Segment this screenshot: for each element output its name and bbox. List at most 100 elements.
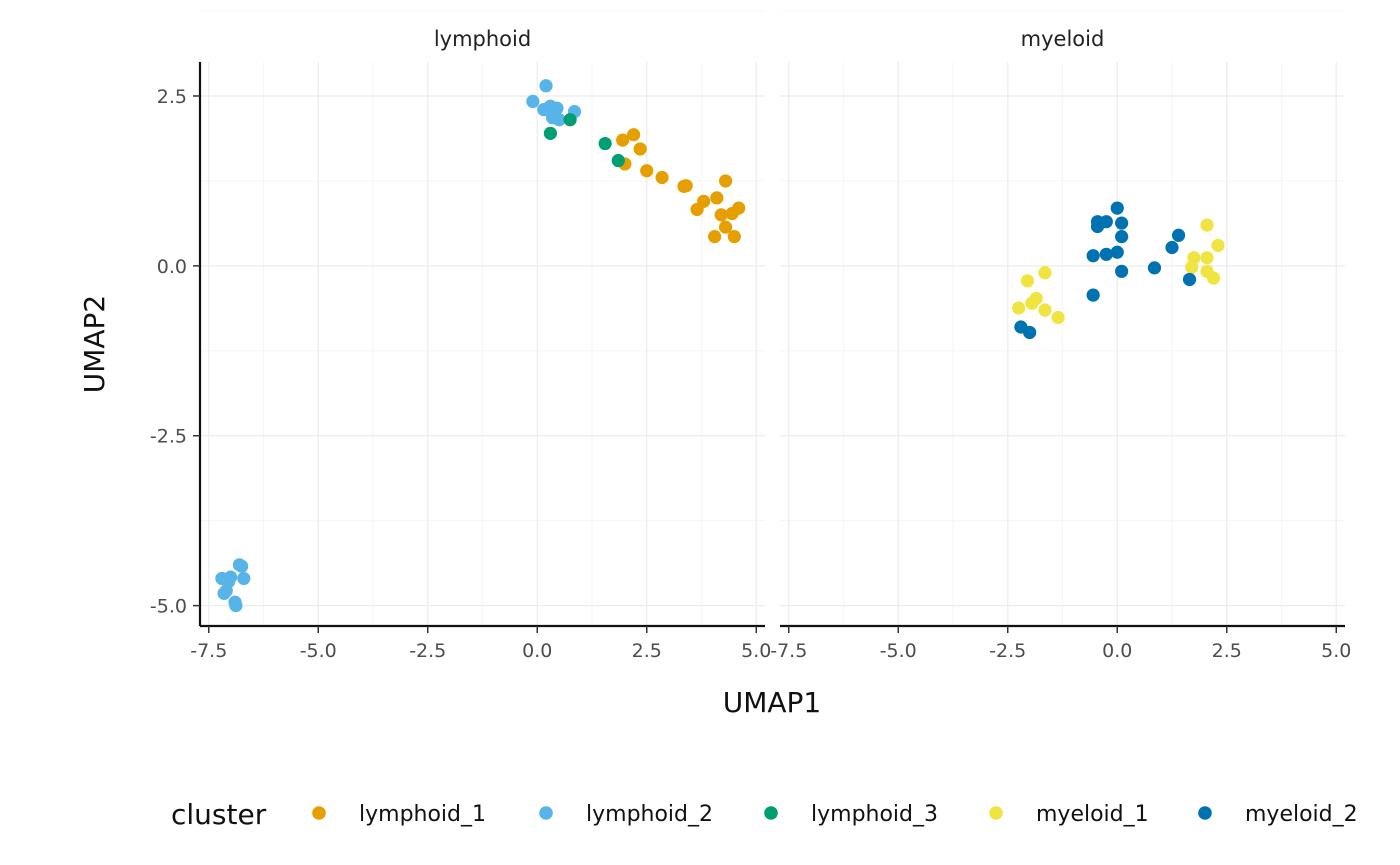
x-axis-tick-label: 0.0 — [522, 640, 552, 662]
y-axis: 2.5 0.0 -2.5 -5.0 — [150, 62, 202, 626]
scatter-point — [526, 94, 540, 109]
legend-title: cluster — [171, 798, 267, 831]
legend-item-lymphoid_3: lymphoid_3 — [764, 802, 938, 827]
scatter-point — [1025, 296, 1039, 310]
scatter-point — [714, 208, 728, 222]
x-axis-title: UMAP1 — [723, 686, 822, 719]
scatter-point — [1200, 251, 1214, 265]
legend-swatch — [764, 806, 778, 820]
facet-strip-label: lymphoid — [434, 27, 531, 51]
x-axis-tick-label: -7.5 — [190, 640, 227, 662]
scatter-point — [1147, 261, 1162, 275]
scatter-point — [718, 174, 733, 188]
scatter-point — [1012, 301, 1026, 315]
y-axis-tick-label: 0.0 — [157, 256, 187, 278]
scatter-point — [1086, 288, 1100, 302]
facet-strip-label: myeloid — [1021, 27, 1105, 51]
scatter-point — [1110, 201, 1124, 215]
series-lymphoid_1 — [616, 128, 746, 244]
scatter-point — [727, 230, 741, 244]
scatter-point — [611, 153, 625, 168]
scatter-point — [1182, 272, 1197, 287]
scatter-point — [235, 559, 249, 573]
scatter-point — [1038, 303, 1052, 317]
legend-label: myeloid_1 — [1036, 802, 1149, 827]
x-axis-tick-label: 2.5 — [632, 640, 662, 662]
panel-grid — [780, 10, 1345, 626]
x-axis-myeloid: -7.5 -5.0 -2.5 0.0 2.5 5.0 — [770, 624, 1351, 662]
scatter-point — [1165, 240, 1179, 255]
x-axis-tick-label: -5.0 — [300, 640, 337, 662]
scatter-point — [1200, 218, 1214, 232]
facet-panel-myeloid: myeloid — [780, 10, 1345, 626]
legend-swatch — [1198, 806, 1212, 820]
scatter-point — [229, 599, 243, 613]
scatter-point — [563, 113, 577, 127]
scatter-point — [1115, 264, 1129, 278]
panel-grid — [200, 10, 765, 626]
facet-panel-lymphoid: lymphoid — [200, 10, 765, 626]
scatter-point — [708, 230, 722, 244]
scatter-point — [718, 220, 733, 234]
scatter-point — [539, 79, 553, 93]
scatter-point — [552, 113, 566, 127]
series-myeloid_2 — [1014, 201, 1197, 340]
legend-item-lymphoid_1: lymphoid_1 — [312, 802, 486, 827]
scatter-point — [543, 126, 557, 140]
scatter-point — [679, 179, 693, 193]
legend-label: lymphoid_2 — [586, 802, 713, 827]
series-lymphoid_2 — [215, 79, 582, 613]
y-axis-tick-label: -2.5 — [150, 426, 187, 448]
scatter-point — [640, 164, 654, 178]
legend-swatch — [312, 806, 326, 820]
x-axis-tick-label: 5.0 — [741, 640, 771, 662]
scatter-point — [1207, 271, 1221, 285]
x-axis-tick-label: -5.0 — [880, 640, 917, 662]
x-axis-tick-label: -2.5 — [989, 640, 1026, 662]
scatter-point — [710, 191, 724, 205]
scatter-point — [217, 586, 231, 600]
legend-label: myeloid_2 — [1245, 802, 1358, 827]
scatter-point — [1110, 245, 1124, 259]
legend-label: lymphoid_1 — [359, 802, 486, 827]
legend-label: lymphoid_3 — [811, 802, 938, 827]
scatter-point — [598, 136, 612, 151]
scatter-point — [1038, 266, 1052, 280]
scatter-point — [1171, 228, 1186, 242]
chart-legend: cluster lymphoid_1 lymphoid_2 lymphoid_3 mye… — [171, 798, 1358, 831]
legend-item-myeloid_1: myeloid_1 — [989, 802, 1149, 827]
scatter-point — [732, 201, 746, 215]
x-axis-tick-label: -2.5 — [409, 640, 446, 662]
scatter-point — [633, 142, 647, 156]
scatter-point — [1051, 310, 1065, 325]
series-lymphoid_3 — [543, 113, 625, 168]
scatter-point — [1185, 260, 1199, 274]
scatter-point — [1115, 216, 1129, 230]
series-myeloid_1 — [1012, 218, 1225, 325]
scatter-point — [237, 571, 251, 586]
scatter-point — [1086, 249, 1100, 263]
scatter-point — [1115, 230, 1129, 244]
legend-item-myeloid_2: myeloid_2 — [1198, 802, 1358, 827]
scatter-point — [1211, 238, 1225, 253]
legend-swatch — [539, 806, 553, 820]
scatter-point — [627, 128, 641, 142]
x-axis-tick-label: 0.0 — [1102, 640, 1132, 662]
y-axis-title: UMAP2 — [78, 295, 111, 394]
legend-swatch — [989, 806, 1003, 820]
x-axis-tick-label: 5.0 — [1321, 640, 1351, 662]
y-axis-tick-label: 2.5 — [157, 86, 187, 108]
scatter-point — [1090, 219, 1105, 234]
scatter-point — [1020, 274, 1035, 288]
scatter-point — [690, 202, 704, 217]
scatter-point — [616, 133, 630, 147]
chart-axes: -7.5 -5.0 -2.5 0.0 2.5 5.0-7.5 -5.0 -2.5 0.0 2.5 5… — [78, 62, 1351, 719]
scatter-point — [1099, 247, 1113, 261]
x-axis-tick-label: 2.5 — [1212, 640, 1242, 662]
x-axis-tick-label: -7.5 — [770, 640, 807, 662]
x-axis-lymphoid: -7.5 -5.0 -2.5 0.0 2.5 5.0 — [190, 624, 771, 662]
legend-item-lymphoid_2: lymphoid_2 — [539, 802, 713, 827]
scatter-point — [1023, 325, 1037, 340]
